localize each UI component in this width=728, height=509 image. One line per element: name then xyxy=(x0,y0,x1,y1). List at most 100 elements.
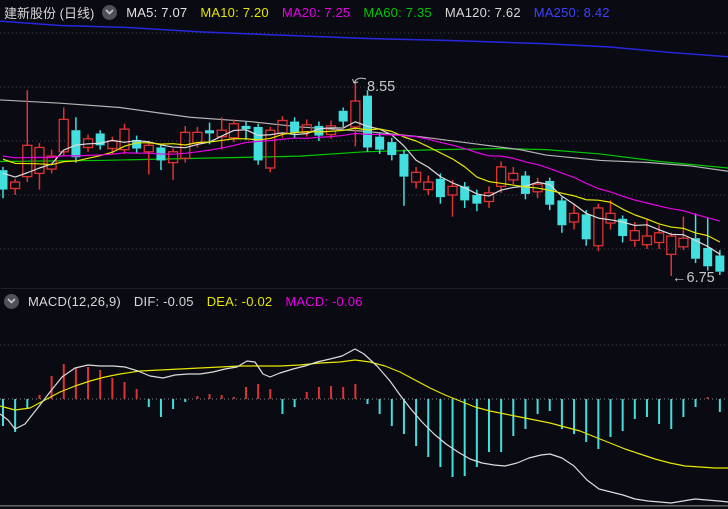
candle-down xyxy=(582,214,591,239)
macd-bar-up xyxy=(87,367,89,399)
candle-up xyxy=(655,233,664,243)
macd-bar-down xyxy=(500,399,502,452)
candle-up xyxy=(11,182,20,188)
candle-up xyxy=(278,120,287,133)
macd-bar-down xyxy=(391,399,393,426)
macd-bar-down xyxy=(452,399,454,477)
candle-up xyxy=(667,236,676,254)
ma-line-ma10 xyxy=(3,128,720,242)
macd-bar-down xyxy=(597,399,599,449)
macd-bar-up xyxy=(221,395,223,399)
macd-bar-up xyxy=(136,389,138,399)
macd-bar-down xyxy=(172,399,174,409)
candle-down xyxy=(290,122,299,133)
candle-up xyxy=(642,236,651,245)
candle-up xyxy=(594,208,603,246)
candle-up xyxy=(193,132,202,143)
macd-bar-down xyxy=(488,399,490,452)
ma5-legend: MA5: 7.07 xyxy=(126,5,187,20)
candle-down xyxy=(703,248,712,266)
chart-canvas: 8.55 ←6.75 xyxy=(0,0,728,509)
candle-down xyxy=(399,154,408,177)
high-label: 8.55 xyxy=(367,79,395,95)
candle-down xyxy=(436,179,445,197)
macd-params-label: MACD(12,26,9) xyxy=(28,294,121,309)
ma-line-ma60 xyxy=(0,149,728,168)
ma-line-ma20 xyxy=(3,133,720,221)
macd-bar-up xyxy=(75,368,77,399)
ma10-legend: MA10: 7.20 xyxy=(200,5,269,20)
candle-down xyxy=(71,130,80,157)
macd-bar-up xyxy=(306,392,308,399)
macd-bar-up xyxy=(245,387,247,399)
macd-bar-down xyxy=(537,399,539,414)
macd-bar-down xyxy=(148,399,150,407)
macd-bar-up xyxy=(342,387,344,399)
macd-bar-down xyxy=(160,399,162,417)
macd-bar-down xyxy=(439,399,441,467)
macd-header: MACD(12,26,9) DIF: -0.05 DEA: -0.02 MACD… xyxy=(0,288,728,313)
ma250-legend: MA250: 8.42 xyxy=(534,5,610,20)
candle-up xyxy=(570,213,579,222)
macd-bar-up xyxy=(269,389,271,399)
candle-up xyxy=(448,186,457,195)
macd-bar-up xyxy=(257,384,259,399)
macd-bar-down xyxy=(476,399,478,467)
ma60-legend: MA60: 7.35 xyxy=(363,5,432,20)
main-header: 建新股份 (日线) MA5: 7.07 MA10: 7.20 MA20: 7.2… xyxy=(0,0,728,24)
macd-bar-down xyxy=(524,399,526,429)
macd-bar-up xyxy=(233,397,235,399)
candle-up xyxy=(412,172,421,182)
macd-bar-down xyxy=(658,399,660,424)
macd-bar-down xyxy=(634,399,636,419)
macd-bar-up xyxy=(707,397,709,399)
macd-bar-down xyxy=(610,399,612,437)
macd-bar-down xyxy=(622,399,624,431)
macd-bar-down xyxy=(379,399,381,414)
candle-down xyxy=(557,200,566,225)
ma20-legend: MA20: 7.25 xyxy=(282,5,351,20)
macd-bar-down xyxy=(2,399,4,426)
candle-down xyxy=(314,126,323,136)
candle-up xyxy=(108,141,117,149)
candles-group xyxy=(0,82,724,276)
candle-up xyxy=(424,182,433,190)
candle-up xyxy=(509,173,518,179)
dif-line xyxy=(0,349,728,503)
bottom-scrollbar[interactable] xyxy=(0,505,728,507)
dif-value: DIF: -0.05 xyxy=(134,294,194,309)
macd-group xyxy=(0,345,728,503)
collapse-macd-icon[interactable] xyxy=(4,294,19,309)
macd-bar-down xyxy=(403,399,405,434)
macd-bar-down xyxy=(281,399,283,414)
macd-bar-down xyxy=(14,399,16,432)
macd-bar-down xyxy=(367,399,369,404)
ma-line-ma250 xyxy=(0,21,728,57)
candle-down xyxy=(715,255,724,271)
macd-bar-down xyxy=(719,399,721,412)
macd-bar-down xyxy=(561,399,563,429)
collapse-main-icon[interactable] xyxy=(102,5,117,20)
macd-bar-up xyxy=(318,387,320,399)
macd-bar-up xyxy=(196,396,198,399)
candle-down xyxy=(339,111,348,122)
macd-value: MACD: -0.06 xyxy=(285,294,362,309)
stock-chart-app: 8.55 ←6.75 建新股份 (日线) MA5: 7.07 MA10: 7.20… xyxy=(0,0,728,509)
macd-bar-down xyxy=(464,399,466,476)
candle-up xyxy=(144,145,153,151)
macd-bar-down xyxy=(294,399,296,407)
candle-down xyxy=(205,130,214,133)
candle-up xyxy=(266,130,275,168)
macd-bar-up xyxy=(354,384,356,399)
candle-up xyxy=(59,119,68,151)
macd-bar-down xyxy=(585,399,587,442)
macd-bar-down xyxy=(26,399,28,408)
macd-bar-up xyxy=(111,378,113,399)
candle-down xyxy=(387,142,396,155)
macd-bar-up xyxy=(209,394,211,399)
candle-down xyxy=(375,137,384,150)
low-label: ←6.75 xyxy=(672,270,715,286)
macd-bar-down xyxy=(646,399,648,417)
macd-bar-up xyxy=(38,395,40,399)
stock-title: 建新股份 (日线) xyxy=(4,3,94,22)
